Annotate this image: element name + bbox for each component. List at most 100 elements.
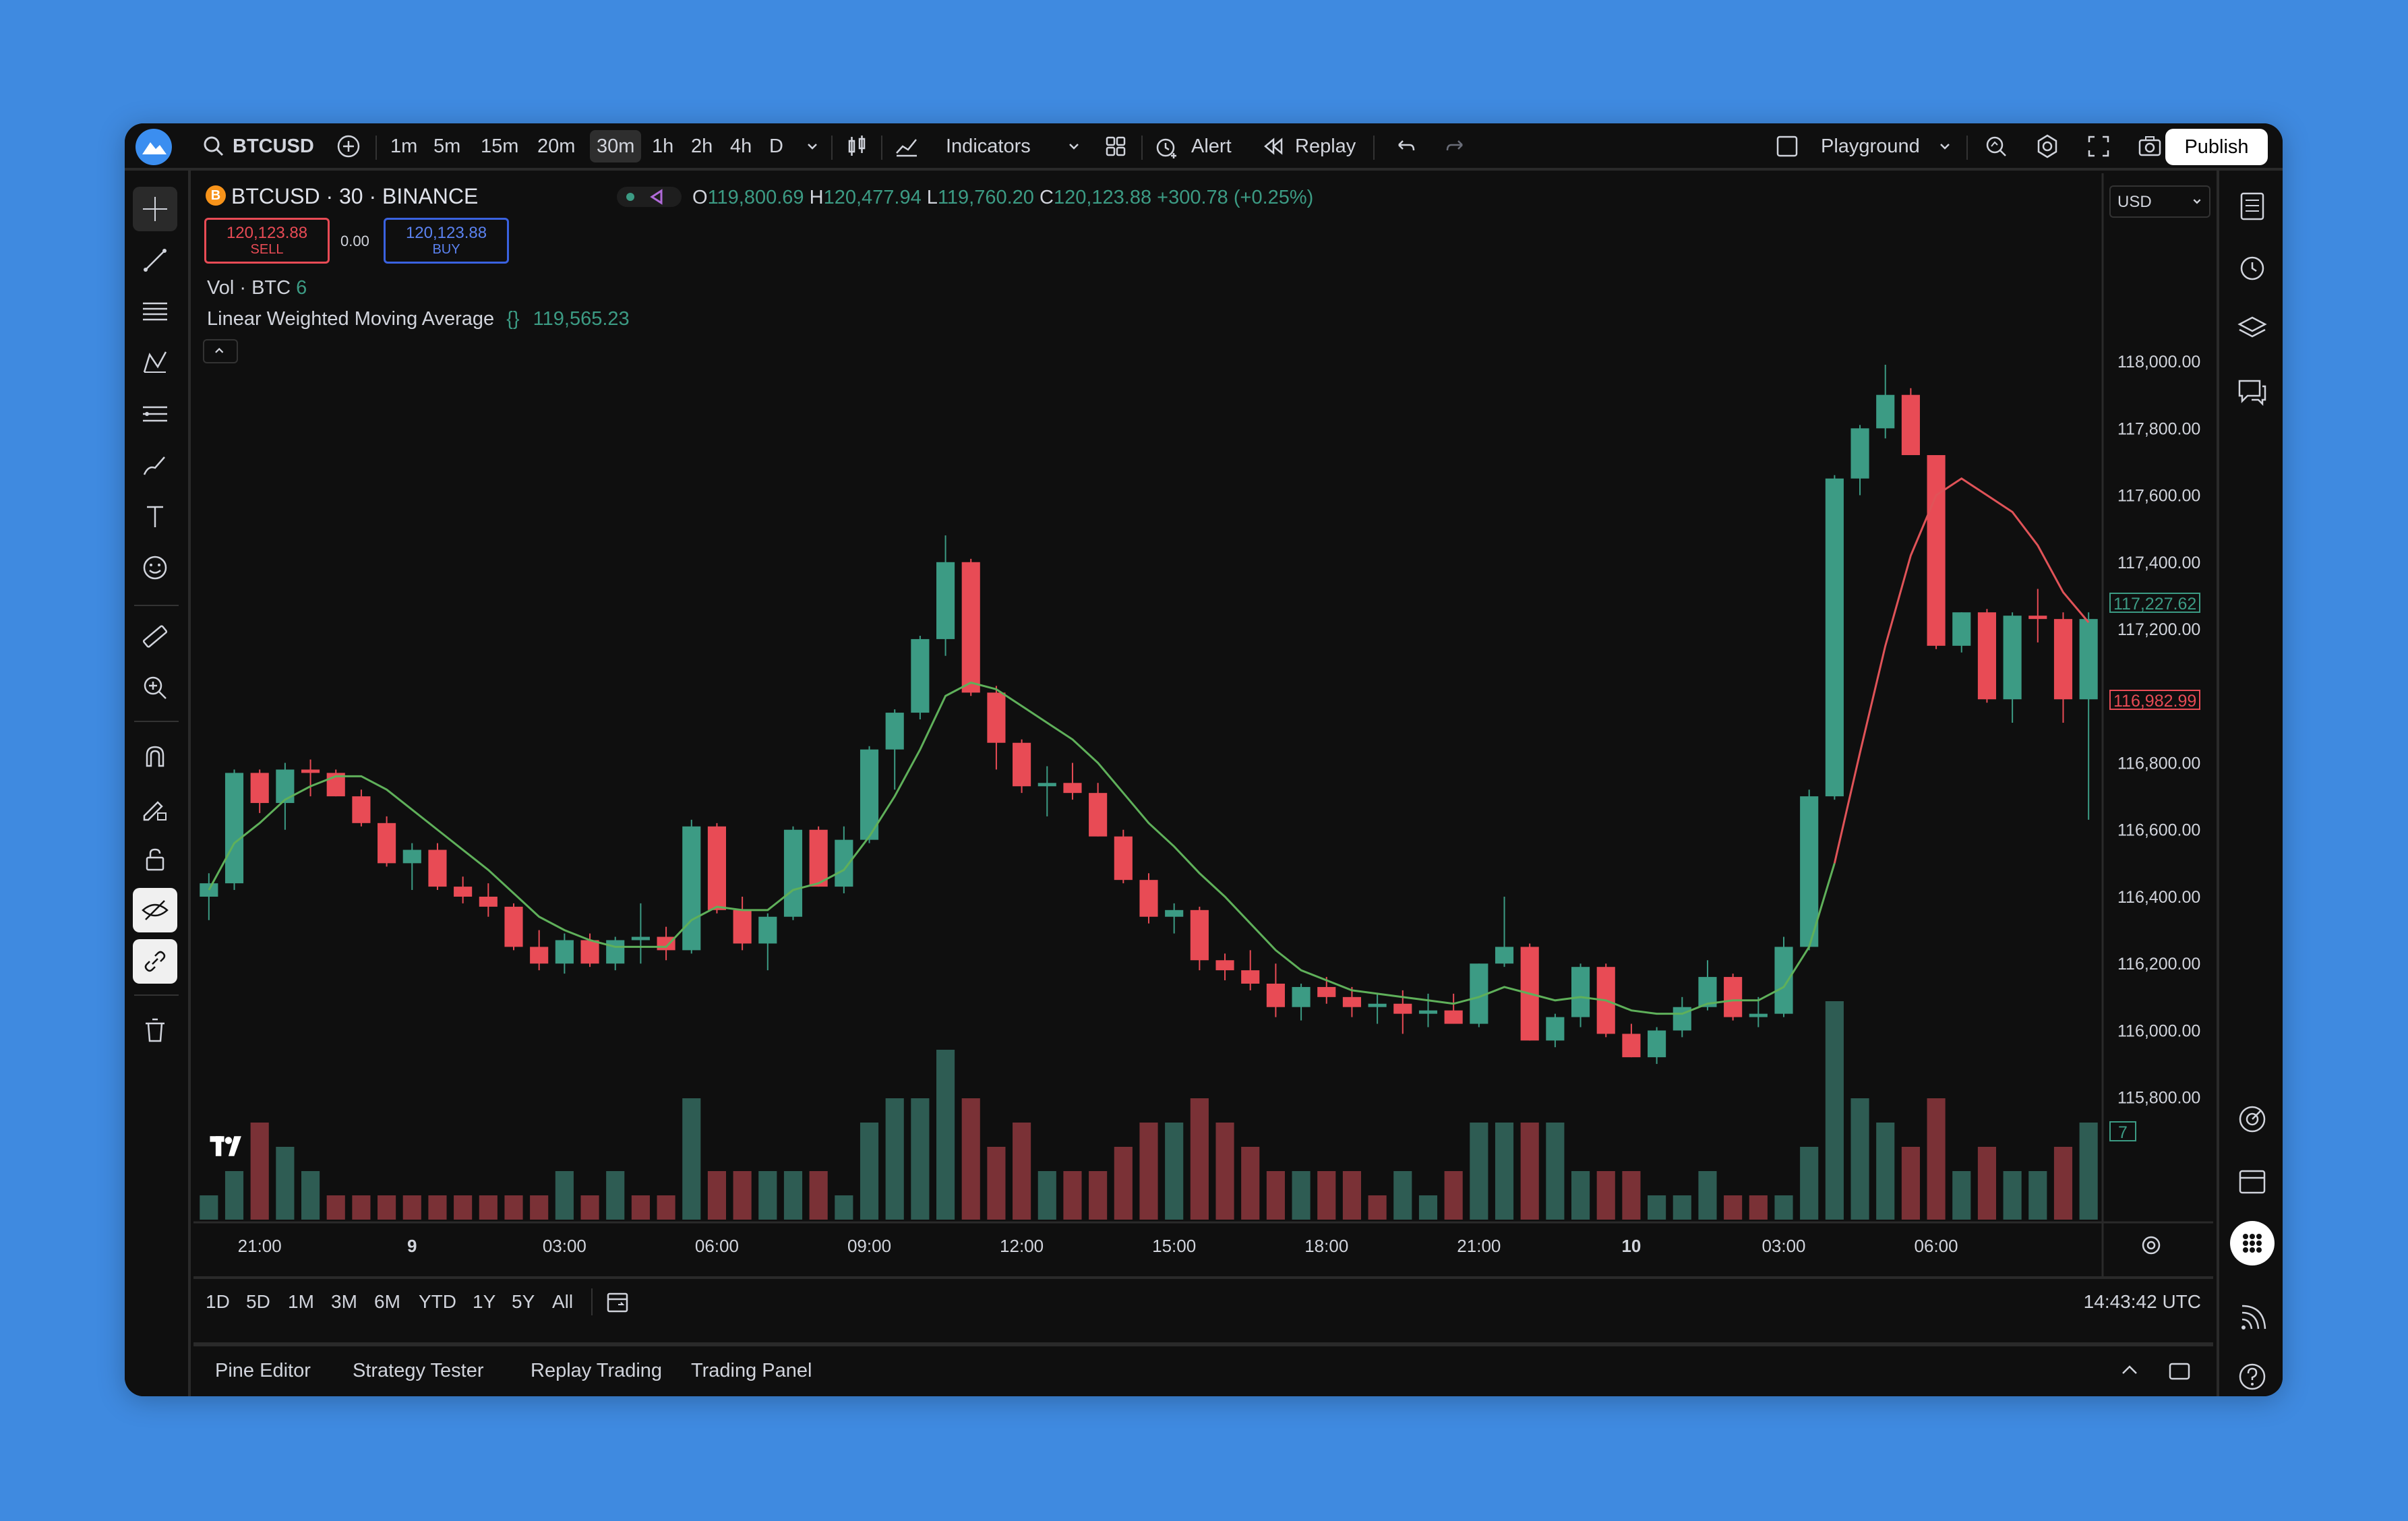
- hide-drawings-icon[interactable]: [133, 888, 177, 932]
- candle: [224, 769, 244, 891]
- range-all[interactable]: All: [552, 1291, 574, 1312]
- trend-line-icon[interactable]: [133, 238, 177, 282]
- link-icon[interactable]: [133, 939, 177, 984]
- range-5d[interactable]: 5D: [246, 1291, 270, 1312]
- redo-icon[interactable]: [1442, 133, 1469, 160]
- interval-2h[interactable]: 2h: [691, 136, 713, 157]
- volume-bar: [809, 1171, 828, 1220]
- magnet-icon[interactable]: [133, 734, 177, 779]
- fib-retracement-icon[interactable]: [133, 392, 177, 436]
- ruler-icon[interactable]: [133, 614, 177, 659]
- symbol-title[interactable]: BTCUSD · 30 · BINANCE: [231, 184, 479, 208]
- user-avatar[interactable]: [136, 129, 172, 165]
- volume-bar: [1520, 1123, 1539, 1220]
- lock-icon[interactable]: [133, 837, 177, 881]
- tab-strategy-tester[interactable]: Strategy Tester: [353, 1360, 484, 1381]
- settings-gear-icon[interactable]: [2034, 133, 2061, 160]
- range-ytd[interactable]: YTD: [419, 1291, 456, 1312]
- volume-legend[interactable]: Vol · BTC 6: [207, 277, 307, 299]
- alert-button[interactable]: Alert: [1191, 136, 1232, 157]
- search-icon[interactable]: [200, 133, 227, 160]
- trash-icon[interactable]: [133, 1008, 177, 1052]
- calendar-icon[interactable]: [2231, 1160, 2273, 1202]
- interval-20m[interactable]: 20m: [537, 136, 576, 157]
- range-3m[interactable]: 3M: [331, 1291, 357, 1312]
- help-icon[interactable]: [2231, 1356, 2273, 1396]
- source-code-icon[interactable]: {}: [506, 308, 520, 330]
- alarm-clock-icon[interactable]: [1152, 133, 1179, 160]
- crosshair-icon[interactable]: [133, 187, 177, 231]
- sell-button[interactable]: 120,123.88 SELL: [204, 218, 330, 264]
- collapse-legend-button[interactable]: [203, 339, 238, 363]
- range-5y[interactable]: 5Y: [512, 1291, 535, 1312]
- interval-1m[interactable]: 1m: [390, 136, 418, 157]
- interval-15m[interactable]: 15m: [481, 136, 519, 157]
- emoji-icon[interactable]: [133, 545, 177, 590]
- range-1d[interactable]: 1D: [206, 1291, 230, 1312]
- zoom-in-icon[interactable]: [133, 665, 177, 710]
- camera-icon[interactable]: [2136, 133, 2163, 160]
- volume-bar: [1037, 1171, 1056, 1220]
- chart-canvas[interactable]: 118,000.00 117,800.00 117,600.00 117,400.00…: [193, 173, 2213, 1276]
- interval-30m[interactable]: 30m: [590, 130, 642, 162]
- undo-icon[interactable]: [1392, 133, 1419, 160]
- compare-add-icon[interactable]: [335, 133, 362, 160]
- volume-bar: [1596, 1171, 1615, 1220]
- chevron-down-icon[interactable]: [1060, 133, 1087, 160]
- chat-icon[interactable]: [2231, 370, 2273, 412]
- currency-select[interactable]: USD: [2109, 185, 2210, 218]
- broadcast-icon[interactable]: [2231, 1298, 2273, 1340]
- maximize-panel-icon[interactable]: [2166, 1357, 2193, 1384]
- candle: [1800, 789, 1819, 951]
- range-1m[interactable]: 1M: [288, 1291, 314, 1312]
- chevron-down-icon[interactable]: [1931, 133, 1958, 160]
- lwma-legend[interactable]: Linear Weighted Moving Average {} 119,56…: [207, 308, 630, 330]
- fullscreen-icon[interactable]: [2085, 133, 2112, 160]
- go-to-date-icon[interactable]: [605, 1288, 632, 1315]
- tab-trading-panel[interactable]: Trading Panel: [691, 1360, 812, 1381]
- layers-icon[interactable]: [2231, 308, 2273, 350]
- layouts-grid-icon[interactable]: [1102, 133, 1129, 160]
- tab-pine-editor[interactable]: Pine Editor: [215, 1360, 311, 1381]
- brush-icon[interactable]: [133, 443, 177, 487]
- chart-pane[interactable]: 118,000.00 117,800.00 117,600.00 117,400.00…: [193, 173, 2213, 1276]
- pattern-icon[interactable]: [133, 340, 177, 385]
- layout-square-icon[interactable]: [1774, 133, 1801, 160]
- horizontal-lines-icon[interactable]: [133, 289, 177, 334]
- interval-d[interactable]: D: [769, 136, 783, 157]
- hotlist-target-icon[interactable]: [2231, 1098, 2273, 1140]
- watchlist-icon[interactable]: [2231, 185, 2273, 227]
- range-6m[interactable]: 6M: [374, 1291, 400, 1312]
- candle: [2028, 589, 2047, 643]
- interval-1h[interactable]: 1h: [652, 136, 674, 157]
- market-status-badge[interactable]: [617, 187, 682, 207]
- chevron-up-icon[interactable]: [2116, 1357, 2143, 1384]
- text-icon[interactable]: [133, 494, 177, 539]
- candle: [402, 843, 421, 891]
- candles-icon[interactable]: [843, 133, 870, 160]
- utc-clock[interactable]: 14:43:42 UTC: [2083, 1291, 2201, 1312]
- alerts-clock-icon[interactable]: [2231, 246, 2273, 288]
- quick-search-icon[interactable]: [1983, 133, 2010, 160]
- tradingview-logo[interactable]: [208, 1133, 251, 1166]
- bottom-panel: Pine Editor Strategy Tester Replay Tradi…: [193, 1342, 2213, 1396]
- symbol-search[interactable]: BTCUSD: [233, 136, 314, 157]
- lwma-line-down: [1833, 477, 2090, 864]
- lock-pencil-icon[interactable]: [133, 785, 177, 830]
- indicators-icon[interactable]: [893, 133, 920, 160]
- buy-button[interactable]: 120,123.88 BUY: [384, 218, 509, 264]
- apps-grid-icon[interactable]: [2230, 1221, 2275, 1265]
- y-axis-label: 117,600.00: [2117, 487, 2200, 506]
- range-1y[interactable]: 1Y: [473, 1291, 496, 1312]
- indicators-button[interactable]: Indicators: [946, 136, 1031, 157]
- tab-replay-trading[interactable]: Replay Trading: [531, 1360, 663, 1381]
- chart-settings-icon[interactable]: [2139, 1233, 2163, 1257]
- replay-button[interactable]: Replay: [1295, 136, 1356, 157]
- publish-button[interactable]: Publish: [2165, 129, 2268, 165]
- app-window: BTCUSD 1m 5m 15m 20m 30m 1h 2h 4h D Indi…: [125, 123, 2283, 1396]
- interval-5m[interactable]: 5m: [433, 136, 461, 157]
- layout-name[interactable]: Playground: [1821, 136, 1920, 157]
- rewind-icon[interactable]: [1260, 133, 1287, 160]
- interval-4h[interactable]: 4h: [730, 136, 752, 157]
- chevron-down-icon[interactable]: [799, 133, 826, 160]
